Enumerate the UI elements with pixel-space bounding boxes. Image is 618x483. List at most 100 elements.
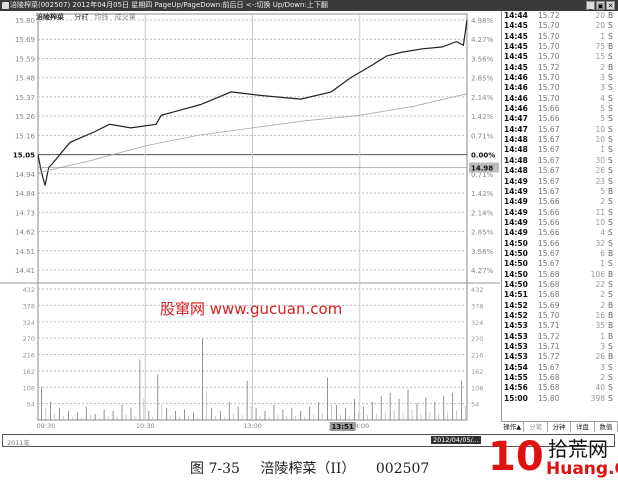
trade-volume: 5 <box>600 114 605 124</box>
trade-row[interactable]: 14:45 15.72 2 B <box>502 63 618 73</box>
trade-row[interactable]: 14:52 15.70 16 B <box>502 311 618 321</box>
trade-time: 14:48 <box>504 135 528 145</box>
trade-time: 14:49 <box>504 197 528 207</box>
trade-time: 14:45 <box>504 52 528 62</box>
tab-3[interactable]: 详盘 <box>571 422 595 432</box>
trade-time: 14:49 <box>504 207 528 217</box>
trade-row[interactable]: 14:53 15.71 3 S <box>502 342 618 352</box>
pct-tick: 4.27% <box>471 36 494 44</box>
trade-row[interactable]: 14:45 15.70 1 S <box>502 32 618 42</box>
volume-tick-right: 54 <box>471 401 479 409</box>
trade-row[interactable]: 14:49 15.66 4 S <box>502 228 618 238</box>
trade-row[interactable]: 14:45 15.70 15 S <box>502 52 618 62</box>
trade-row[interactable]: 14:46 15.70 3 S <box>502 73 618 83</box>
trade-price: 15.67 <box>538 186 560 196</box>
pct-tick: 2.14% <box>471 209 494 217</box>
trade-row[interactable]: 14:45 15.70 75 B <box>502 42 618 52</box>
trade-row[interactable]: 14:50 15.68 22 S <box>502 280 618 290</box>
trade-row[interactable]: 14:46 15.66 5 S <box>502 104 618 114</box>
trade-row[interactable]: 14:49 15.66 10 S <box>502 218 618 228</box>
trade-time: 14:52 <box>504 300 528 310</box>
trade-row[interactable]: 14:48 15.67 1 S <box>502 145 618 155</box>
indicator-avg[interactable]: 均线 <box>94 13 109 21</box>
volume-tick-right: 108 <box>471 384 483 392</box>
trade-volume: 40 <box>595 383 605 393</box>
trade-time: 14:50 <box>504 259 528 269</box>
tab-1[interactable]: 分笔 <box>524 422 548 432</box>
intraday-chart[interactable]: 15.80 4.98% 15.69 4.27% 15.59 3.56% 15.48 2.85%… <box>0 0 500 434</box>
tab-4[interactable]: 数值 <box>595 422 618 432</box>
trade-row[interactable]: 14:50 15.67 1 S <box>502 259 618 269</box>
trade-price: 15.72 <box>538 352 560 362</box>
trade-row[interactable]: 14:46 15.70 3 S <box>502 83 618 93</box>
trade-row[interactable]: 14:52 15.69 2 B <box>502 301 618 311</box>
trade-row[interactable]: 14:53 15.72 26 B <box>502 352 618 362</box>
trade-price: 15.67 <box>538 248 560 258</box>
timeline-scrollbar[interactable]: 2011年 2012/04/05/... <box>2 434 615 447</box>
trade-row[interactable]: 14:53 15.72 1 B <box>502 332 618 342</box>
trade-price: 15.70 <box>538 31 560 41</box>
trade-volume: 2 <box>600 290 605 300</box>
watermark: 股窜网 www.gucuan.com <box>160 300 343 318</box>
trade-row[interactable]: 14:44 15.72 20 B <box>502 11 618 21</box>
trade-price: 15.66 <box>538 217 560 227</box>
trade-row[interactable]: 14:51 15.68 2 S <box>502 290 618 300</box>
price-line <box>37 19 468 186</box>
trade-price: 15.80 <box>538 393 560 403</box>
trade-list[interactable]: 14:44 15.72 20 B 14:45 15.70 20 S 14:45 15.70 1 S 14… <box>501 11 618 421</box>
trade-row[interactable]: 14:47 15.66 5 S <box>502 114 618 124</box>
trade-row[interactable]: 14:47 15.67 10 S <box>502 125 618 135</box>
indicator-volume[interactable]: 成交量 <box>114 13 136 21</box>
tab-0[interactable]: 操作▲ <box>501 422 525 432</box>
trade-volume: 3 <box>600 362 605 372</box>
stock-name: 涪陵榨菜 <box>36 13 64 21</box>
restore-button[interactable]: ▣ <box>596 1 605 10</box>
price-tick: 15.37 <box>15 94 35 102</box>
trade-side: B <box>608 310 614 320</box>
trade-row[interactable]: 14:54 15.67 3 S <box>502 363 618 373</box>
price-tick: 14.41 <box>15 267 35 275</box>
trade-time: 14:50 <box>504 269 528 279</box>
trade-side: S <box>608 197 613 207</box>
trade-price: 15.67 <box>538 145 560 155</box>
trade-row[interactable]: 14:48 15.67 26 S <box>502 166 618 176</box>
trade-row[interactable]: 15:00 15.80 398 S <box>502 394 618 404</box>
trade-row[interactable]: 14:50 15.66 32 S <box>502 239 618 249</box>
trade-row[interactable]: 14:46 15.70 4 S <box>502 94 618 104</box>
trade-row[interactable]: 14:55 15.68 2 S <box>502 373 618 383</box>
trade-row[interactable]: 14:49 15.67 23 S <box>502 177 618 187</box>
trade-row[interactable]: 14:45 15.70 20 S <box>502 21 618 31</box>
trade-row[interactable]: 14:50 15.68 106 B <box>502 270 618 280</box>
minimize-button[interactable]: _ <box>586 1 595 10</box>
trade-row[interactable]: 14:49 15.66 2 S <box>502 197 618 207</box>
trade-side: S <box>608 373 613 383</box>
figure-stock-code: 002507 <box>375 461 430 477</box>
trade-volume: 1 <box>600 145 605 155</box>
volume-tick-right: 432 <box>471 286 483 294</box>
trade-volume: 75 <box>595 42 605 52</box>
trade-side: S <box>608 155 613 165</box>
trade-time: 14:53 <box>504 342 528 351</box>
trade-row[interactable]: 14:53 15.71 35 B <box>502 321 618 331</box>
trade-price: 15.68 <box>538 279 560 289</box>
trade-side: S <box>608 93 613 103</box>
trade-price: 15.71 <box>538 321 560 331</box>
trade-side: S <box>608 52 613 62</box>
trade-volume: 26 <box>595 166 605 176</box>
time-tick: 10:30 <box>136 422 155 430</box>
trade-row[interactable]: 14:50 15.67 6 B <box>502 249 618 259</box>
tab-2[interactable]: 分钟 <box>548 422 572 432</box>
trade-row[interactable]: 14:49 15.67 5 B <box>502 187 618 197</box>
trade-price: 15.72 <box>538 331 560 341</box>
price-tick: 14.51 <box>15 248 35 256</box>
trade-price: 15.66 <box>538 228 560 238</box>
trade-row[interactable]: 14:49 15.66 11 S <box>502 208 618 218</box>
trade-side: B <box>608 248 614 258</box>
trade-time: 14:48 <box>504 145 528 155</box>
trade-row[interactable]: 14:48 15.67 30 S <box>502 156 618 166</box>
close-button[interactable]: ✕ <box>606 1 615 10</box>
trade-row[interactable]: 14:56 15.68 40 S <box>502 383 618 393</box>
trade-row[interactable]: 14:48 15.67 10 S <box>502 135 618 145</box>
trade-price: 15.66 <box>538 207 560 217</box>
mode-label[interactable]: 分时 <box>74 13 89 21</box>
